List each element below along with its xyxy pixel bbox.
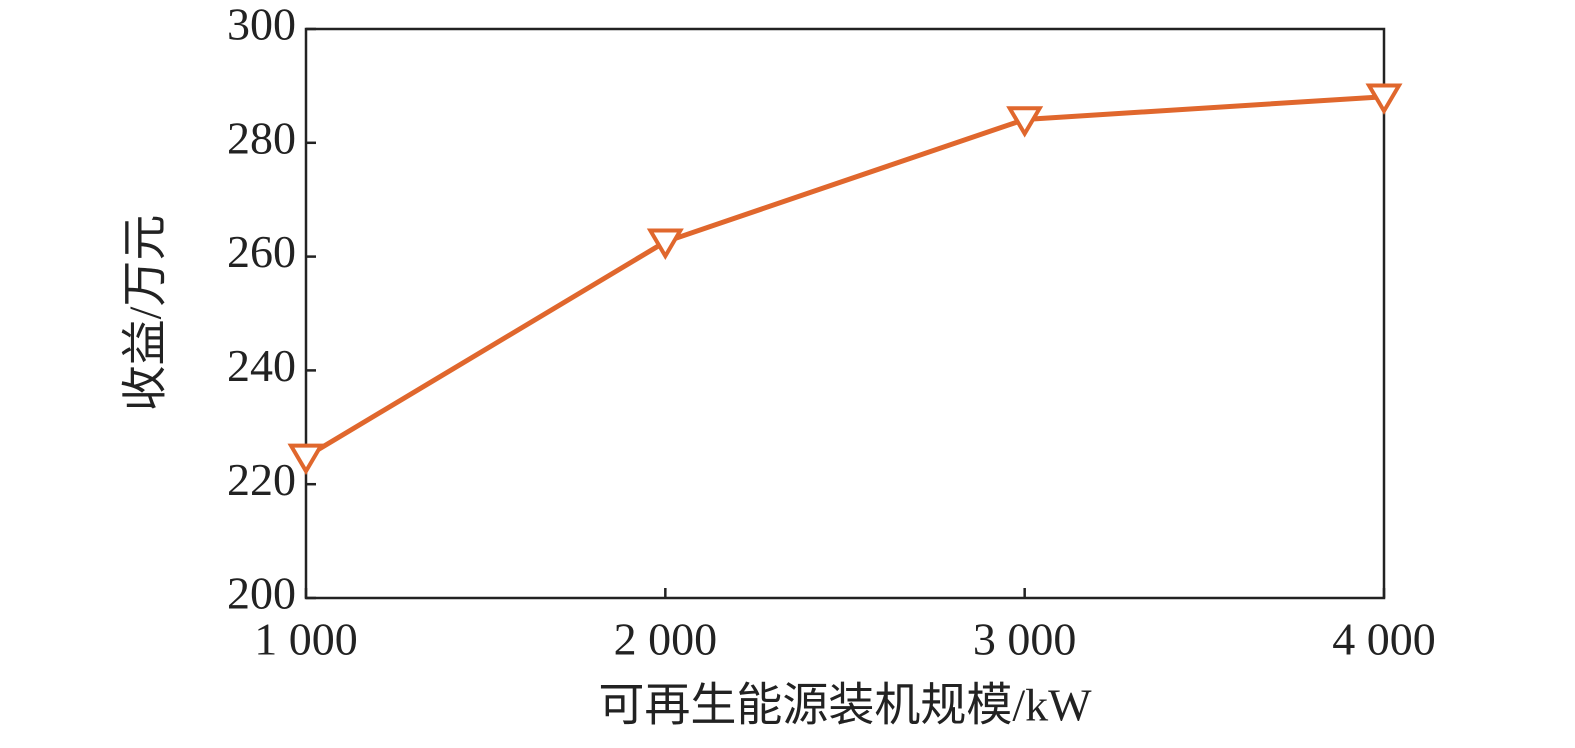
data-line (304, 94, 1385, 460)
x-tick-label: 1 000 (254, 614, 358, 665)
x-tick-label: 4 000 (1332, 614, 1436, 665)
plot-frame (304, 27, 1386, 600)
y-axis-label: 收益/万元 (120, 215, 171, 412)
y-tick-label: 260 (227, 226, 296, 277)
y-tick-label: 300 (227, 0, 296, 50)
x-axis-label: 可再生能源装机规模/kW (598, 680, 1092, 731)
y-tick-label: 200 (227, 568, 296, 619)
y-tick-label: 280 (227, 112, 296, 163)
x-tick-label: 3 000 (973, 614, 1077, 665)
data-marker (1006, 106, 1044, 138)
data-marker (287, 443, 325, 476)
data-marker (1365, 83, 1403, 115)
y-tick-label: 240 (227, 340, 296, 391)
x-tick-label: 2 000 (614, 614, 718, 665)
y-tick-label: 220 (227, 454, 296, 505)
data-marker (646, 228, 684, 261)
